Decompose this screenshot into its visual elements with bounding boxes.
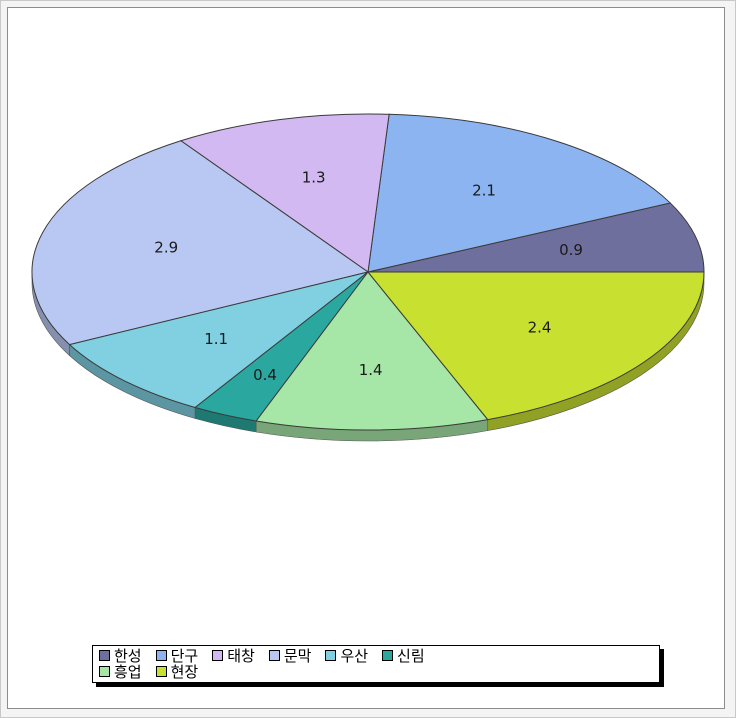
legend-label: 현장 bbox=[170, 662, 199, 681]
legend-swatch bbox=[99, 666, 110, 677]
legend-label: 신림 bbox=[397, 646, 425, 665]
legend-item: 현장 bbox=[155, 662, 199, 681]
legend-label: 한성 bbox=[114, 646, 142, 665]
legend-item: 문막 bbox=[268, 646, 312, 665]
legend-row: 흥업 현장 bbox=[99, 663, 212, 680]
pie-slice-0 bbox=[367, 202, 705, 273]
legend-swatch bbox=[99, 650, 110, 661]
slice-value-label-2: 1.3 bbox=[302, 168, 326, 186]
pie-slice-6 bbox=[255, 271, 489, 431]
legend-item: 우산 bbox=[325, 648, 368, 664]
legend-label: 문막 bbox=[283, 646, 312, 665]
legend-label: 흥업 bbox=[114, 662, 142, 681]
pie-slice-4 bbox=[68, 271, 369, 409]
legend-swatch bbox=[268, 650, 280, 661]
pie-labels-layer: 0.9 2.1 1.3 2.9 1.1 0.4 1.4 2.4 bbox=[154, 168, 583, 384]
legend-label: 단구 bbox=[170, 646, 199, 665]
legend-swatch bbox=[325, 650, 337, 661]
slice-value-label-6: 1.4 bbox=[359, 361, 383, 379]
legend-item: 흥업 bbox=[99, 664, 142, 680]
legend-item: 단구 bbox=[155, 646, 199, 665]
pie-slice-3 bbox=[31, 140, 370, 346]
legend-swatch bbox=[212, 650, 224, 661]
slice-value-label-3: 2.9 bbox=[154, 239, 178, 257]
legend-row: 한성 단구 태창 문막 우산 신림 bbox=[99, 647, 439, 664]
legend-swatch bbox=[382, 650, 394, 661]
pie-slice-7 bbox=[366, 271, 705, 421]
slice-value-label-4: 1.1 bbox=[204, 330, 228, 348]
slice-value-label-7: 2.4 bbox=[528, 319, 552, 337]
slice-value-label-1: 2.1 bbox=[472, 182, 496, 200]
legend-item: 신림 bbox=[382, 648, 425, 664]
legend-item: 태창 bbox=[212, 648, 255, 664]
pie-slices-layer bbox=[31, 113, 705, 431]
legend-swatch bbox=[155, 650, 167, 661]
slice-value-label-0: 0.9 bbox=[559, 241, 583, 259]
legend-swatch bbox=[155, 666, 167, 677]
pie-slice-1 bbox=[367, 113, 672, 273]
legend-label: 우산 bbox=[340, 646, 369, 665]
pie-slice-2 bbox=[179, 113, 390, 273]
slice-value-label-5: 0.4 bbox=[253, 366, 277, 384]
chart-legend: 한성 단구 태창 문막 우산 신림 흥업 현장 bbox=[92, 645, 660, 683]
legend-item: 한성 bbox=[99, 648, 142, 664]
legend-label: 태창 bbox=[227, 646, 255, 665]
